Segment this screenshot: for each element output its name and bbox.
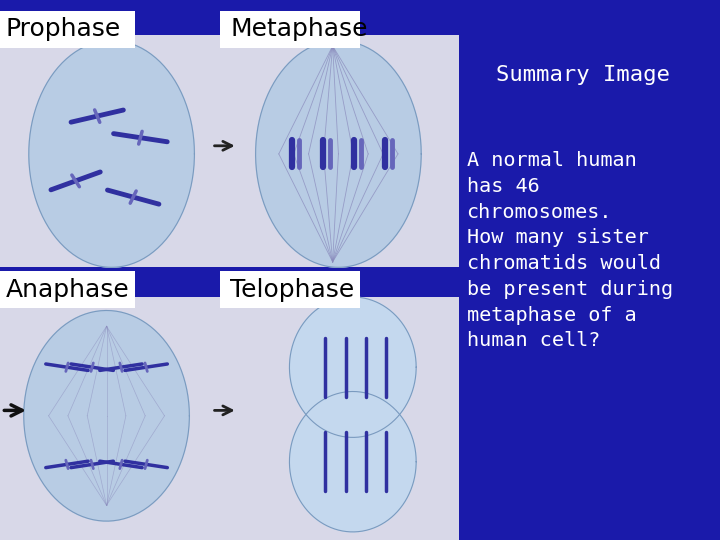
- Text: Metaphase: Metaphase: [230, 17, 368, 41]
- Polygon shape: [29, 40, 194, 267]
- Polygon shape: [256, 40, 421, 267]
- Text: Prophase: Prophase: [6, 17, 121, 41]
- FancyBboxPatch shape: [0, 0, 459, 35]
- FancyBboxPatch shape: [0, 271, 135, 308]
- Polygon shape: [289, 297, 416, 437]
- Text: Summary Image: Summary Image: [496, 65, 670, 85]
- FancyBboxPatch shape: [0, 267, 459, 297]
- Polygon shape: [289, 392, 416, 532]
- Polygon shape: [24, 310, 189, 521]
- FancyBboxPatch shape: [220, 271, 360, 308]
- Text: Telophase: Telophase: [230, 278, 355, 301]
- FancyBboxPatch shape: [220, 11, 360, 48]
- FancyBboxPatch shape: [0, 0, 459, 540]
- FancyBboxPatch shape: [0, 11, 135, 48]
- Text: Anaphase: Anaphase: [6, 278, 130, 301]
- Text: A normal human
has 46
chromosomes.
How many sister
chromatids would
be present d: A normal human has 46 chromosomes. How m…: [467, 151, 672, 350]
